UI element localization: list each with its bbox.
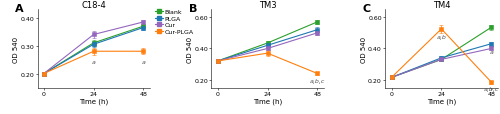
Y-axis label: OD 540: OD 540 — [13, 36, 19, 62]
X-axis label: Time (h): Time (h) — [253, 98, 282, 104]
Text: a: a — [92, 59, 96, 64]
Y-axis label: OD 540: OD 540 — [360, 36, 366, 62]
Title: TM4: TM4 — [432, 1, 450, 10]
Legend: Blank, PLGA, Cur, Cur-PLGA: Blank, PLGA, Cur, Cur-PLGA — [155, 9, 194, 35]
Text: a,b: a,b — [436, 35, 446, 40]
Text: a: a — [142, 59, 146, 64]
Text: a,b,c: a,b,c — [484, 87, 499, 92]
X-axis label: Time (h): Time (h) — [79, 98, 108, 104]
X-axis label: Time (h): Time (h) — [427, 98, 456, 104]
Text: A: A — [15, 4, 24, 14]
Text: C: C — [363, 4, 371, 14]
Text: a: a — [490, 49, 493, 54]
Title: C18-4: C18-4 — [81, 1, 106, 10]
Text: a,b,c: a,b,c — [310, 78, 325, 83]
Text: B: B — [189, 4, 198, 14]
Y-axis label: OD 540: OD 540 — [187, 36, 193, 62]
Title: TM3: TM3 — [258, 1, 276, 10]
